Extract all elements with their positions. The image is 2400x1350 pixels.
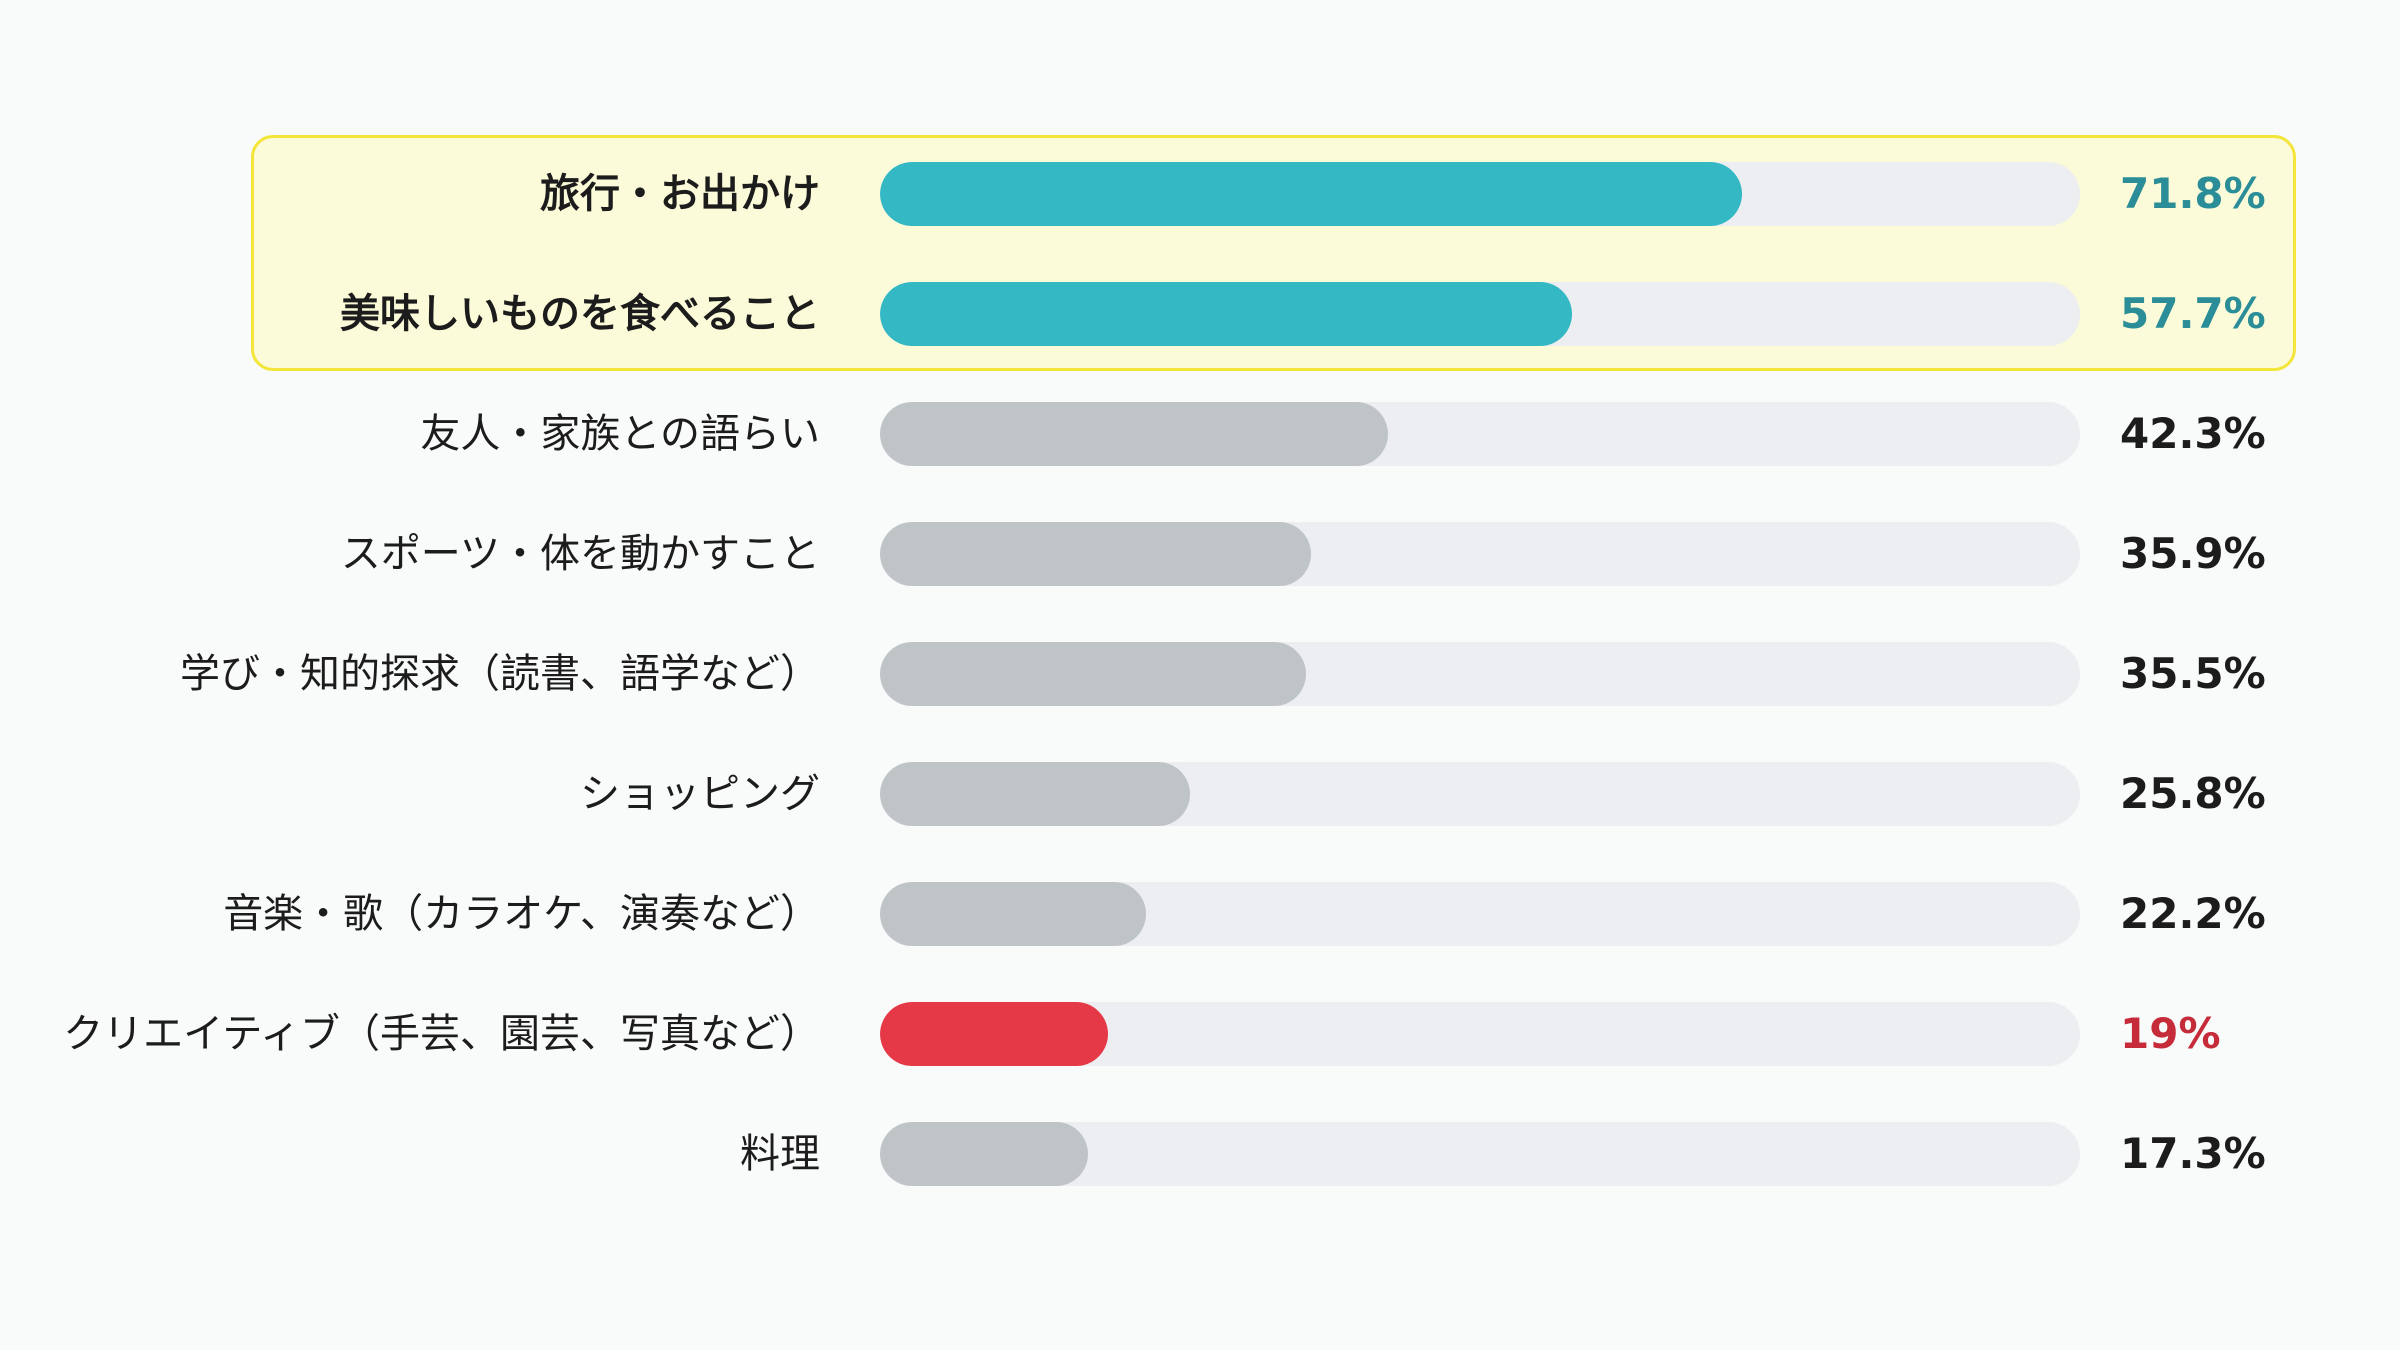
bar — [880, 402, 1388, 466]
category-label: 旅行・お出かけ — [540, 171, 820, 217]
value-label: 19% — [2120, 1009, 2221, 1058]
bar-track — [880, 882, 2080, 946]
bar — [880, 642, 1306, 706]
category-label: 料理 — [740, 1131, 820, 1177]
value-label: 57.7% — [2120, 289, 2266, 338]
category-label: スポーツ・体を動かすこと — [340, 531, 820, 577]
value-label: 71.8% — [2120, 169, 2266, 218]
category-label: ショッピング — [580, 771, 820, 817]
bar-row: スポーツ・体を動かすこと 35.9% — [0, 522, 2400, 586]
value-label: 35.5% — [2120, 649, 2266, 698]
value-label: 17.3% — [2120, 1129, 2266, 1178]
bar-track — [880, 1122, 2080, 1186]
bar-row: 料理 17.3% — [0, 1122, 2400, 1186]
bar — [880, 1002, 1108, 1066]
bar-row: 学び・知的探求（読書、語学など） 35.5% — [0, 642, 2400, 706]
category-label: 友人・家族との語らい — [420, 411, 820, 457]
bar-track — [880, 402, 2080, 466]
bar-track — [880, 642, 2080, 706]
bar-track — [880, 762, 2080, 826]
bar-row: 友人・家族との語らい 42.3% — [0, 402, 2400, 466]
category-label: クリエイティブ（手芸、園芸、写真など） — [63, 1011, 820, 1057]
bar-row: ショッピング 25.8% — [0, 762, 2400, 826]
bar — [880, 282, 1573, 346]
bar-track — [880, 162, 2080, 226]
bar — [880, 162, 1742, 226]
value-label: 35.9% — [2120, 529, 2266, 578]
value-label: 42.3% — [2120, 409, 2266, 458]
bar-track — [880, 282, 2080, 346]
bar-row: 音楽・歌（カラオケ、演奏など） 22.2% — [0, 882, 2400, 946]
value-label: 22.2% — [2120, 889, 2266, 938]
category-label: 学び・知的探求（読書、語学など） — [180, 651, 820, 697]
bar-row: 美味しいものを食べること 57.7% — [0, 282, 2400, 346]
bar-row: クリエイティブ（手芸、園芸、写真など） 19% — [0, 1002, 2400, 1066]
bar-row: 旅行・お出かけ 71.8% — [0, 162, 2400, 226]
value-label: 25.8% — [2120, 769, 2266, 818]
bar — [880, 1122, 1088, 1186]
category-label: 美味しいものを食べること — [340, 291, 820, 337]
bar — [880, 762, 1190, 826]
bar — [880, 882, 1147, 946]
bar-track — [880, 1002, 2080, 1066]
category-label: 音楽・歌（カラオケ、演奏など） — [223, 891, 820, 937]
bar — [880, 522, 1311, 586]
bar-track — [880, 522, 2080, 586]
